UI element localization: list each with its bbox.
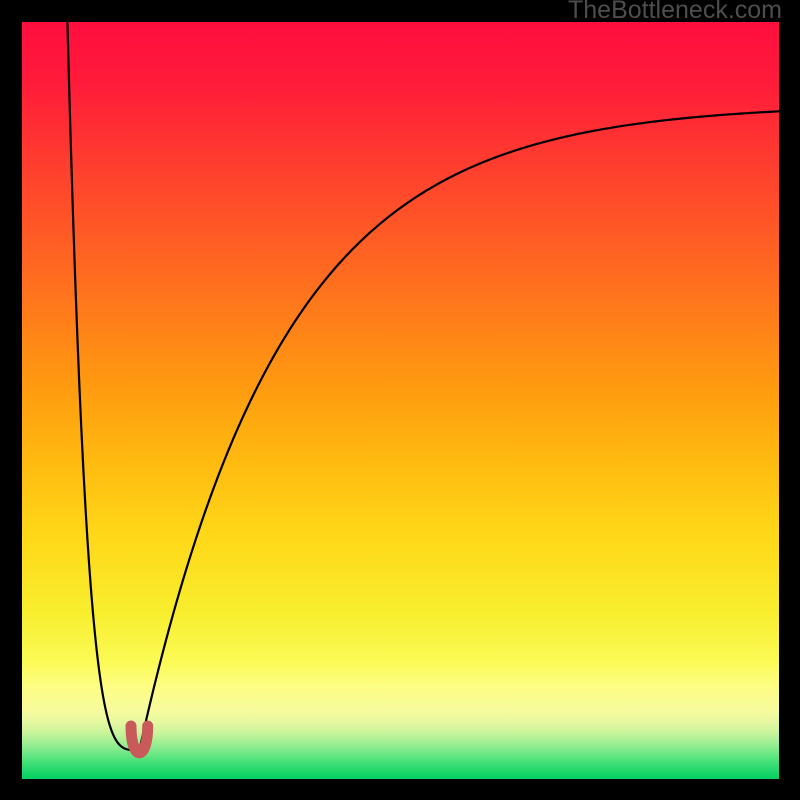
plot-background <box>22 22 779 779</box>
chart-frame: TheBottleneck.com <box>0 0 800 800</box>
watermark-text: TheBottleneck.com <box>568 0 782 25</box>
bottleneck-chart <box>22 22 779 779</box>
